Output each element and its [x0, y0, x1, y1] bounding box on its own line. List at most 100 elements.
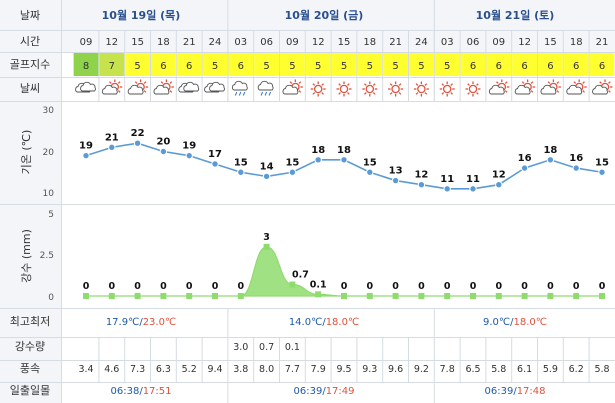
wind-speed-cell: 7.9 [311, 364, 326, 375]
time-cell: 15 [338, 37, 351, 48]
partly-cloudy-icon [566, 79, 587, 95]
sun-ray [347, 92, 350, 95]
day-3-minmax: 9.0℃/18.0℃ [483, 317, 547, 328]
sun-ray [298, 81, 302, 84]
rain-drop [260, 91, 264, 96]
cloud-shape [540, 84, 557, 95]
sun-ray [372, 92, 376, 95]
cloud-shape [488, 84, 505, 95]
sunny-icon [310, 81, 326, 97]
day-3-sunrise: 06:39 [484, 386, 513, 397]
sun-ray [467, 92, 470, 95]
temp-point [82, 151, 90, 160]
temp-point [340, 156, 348, 164]
precip-value-label: 0 [418, 281, 425, 292]
wind-speed-cell: 7.3 [130, 364, 145, 375]
wind-speed-cell: 7.7 [285, 364, 300, 375]
wind-speed-cell: 4.6 [104, 364, 119, 375]
time-cell: 06 [260, 37, 273, 48]
time-cell: 12 [518, 37, 531, 48]
precip-value-label: 0.7 [292, 270, 309, 281]
precip-point [573, 293, 580, 299]
golf-index-value: 6 [470, 61, 476, 72]
temp-value-label: 11 [440, 174, 454, 185]
wind-speed-cell: 7.8 [440, 364, 455, 375]
rain-icon [231, 80, 248, 96]
temp-point [572, 164, 580, 172]
time-cell: 12 [312, 37, 325, 48]
wind-speed-cell: 9.6 [388, 364, 403, 375]
sunny-icon [439, 81, 455, 97]
sun-ray [441, 92, 445, 95]
temp-point [469, 185, 477, 193]
sun-ray [389, 92, 393, 95]
golf-index-cell-bg [460, 53, 486, 76]
golf-index-value: 6 [547, 61, 553, 72]
precip-amount-cell: 0.7 [259, 342, 274, 353]
day-3-sun-sep: / [513, 386, 517, 397]
sun-ray [134, 81, 138, 84]
precip-point [366, 293, 373, 299]
sun-ray [415, 83, 419, 86]
sun-ray [117, 81, 121, 84]
day-3-sun: 06:39/17:48 [484, 386, 545, 397]
temp-point [185, 151, 193, 160]
temp-point [133, 139, 142, 147]
wind-speed-cell: 3.8 [233, 364, 248, 375]
time-cell: 18 [570, 37, 583, 48]
sunny-icon [388, 81, 404, 97]
cloud-shape [231, 80, 248, 91]
sun-ray [496, 81, 499, 84]
time-cell: 09 [492, 37, 505, 48]
day-1-minmax: 17.9℃/23.0℃ [106, 317, 176, 328]
sun-disc [365, 84, 375, 94]
golf-index-cell-bg [280, 53, 305, 76]
golf-index-cell-bg [305, 53, 331, 76]
precip-amount-cell: 3.0 [233, 342, 248, 353]
precip-axis-label: 강수 (mm) [20, 229, 33, 283]
sun-ray [415, 92, 419, 95]
golf-index-cell-bg [538, 53, 563, 76]
wind-speed-cell: 5.8 [594, 364, 609, 375]
precip-value-label: 0 [366, 281, 373, 292]
temp-value-label: 20 [156, 137, 170, 148]
sun-ray [530, 90, 534, 93]
precip-point [418, 293, 425, 299]
sun-ray [169, 81, 173, 84]
sunny-icon [362, 81, 378, 97]
sun-ray [312, 92, 316, 95]
golf-index-cell-bg [357, 53, 383, 76]
temp-value-label: 21 [105, 132, 119, 143]
sun-ray [143, 81, 147, 84]
time-cell: 03 [234, 37, 247, 48]
precip-point [444, 293, 451, 299]
precip-point [263, 243, 270, 250]
time-row-bg [61, 30, 615, 52]
temp-point [159, 147, 168, 156]
sun-row-label: 일출일몰 [10, 383, 50, 397]
precip-amount-cell: 0.1 [285, 342, 300, 353]
temp-axis-label: 기온 (℃) [20, 130, 33, 175]
golf-index-value: 5 [392, 61, 398, 72]
row-borders [0, 30, 615, 383]
temp-value-label: 15 [363, 157, 377, 168]
sun-disc [468, 84, 478, 94]
sun-ray [450, 83, 453, 86]
precip-point [289, 281, 296, 288]
precip-point [392, 293, 399, 299]
time-cell: 15 [544, 37, 557, 48]
sun-ray [599, 81, 602, 84]
weather-icon-cells [75, 79, 613, 97]
precip-value-label: 0 [160, 281, 167, 292]
temp-point [443, 185, 451, 193]
golf-index-cell-bg [563, 53, 589, 76]
sun-ray [312, 83, 316, 86]
wind-speed-row-label: 풍속 [20, 362, 40, 375]
golf-index-value: 5 [367, 61, 373, 72]
day-2-sunrise: 06:39 [293, 386, 322, 397]
precip-point [521, 293, 528, 299]
golf-index-value: 6 [160, 61, 166, 72]
sun-ray [521, 81, 525, 84]
